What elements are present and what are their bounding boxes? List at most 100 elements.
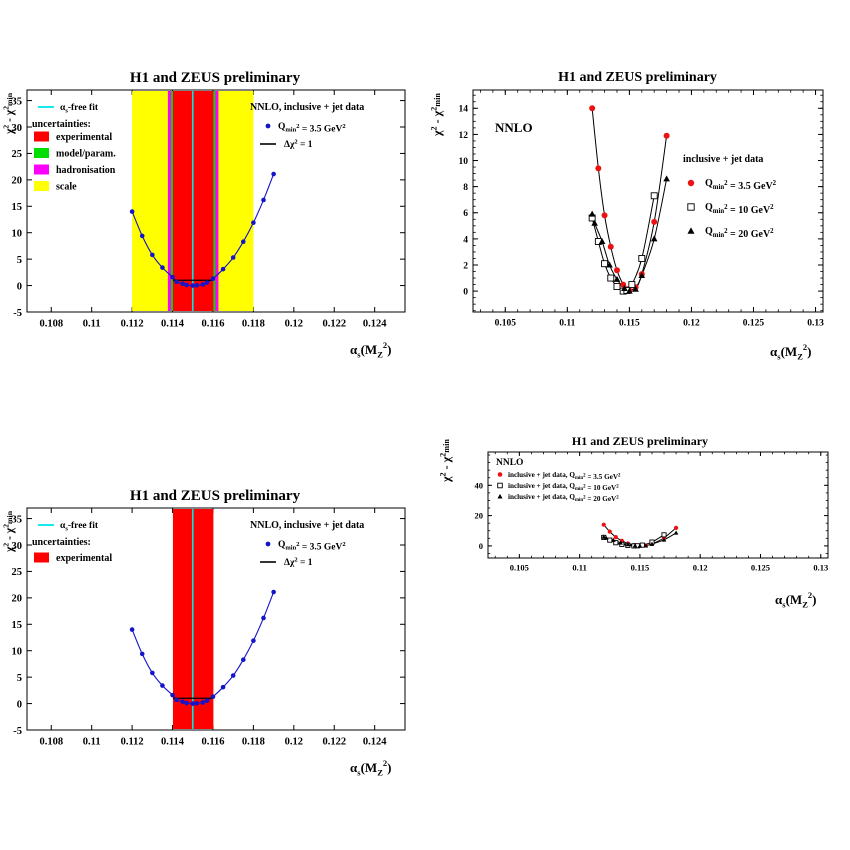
data-point-triangle — [673, 530, 679, 535]
legend-marker-triangle — [497, 493, 503, 499]
data-point-circle — [595, 165, 602, 172]
x-tick-label: 0.125 — [743, 319, 765, 329]
data-point-triangle — [687, 227, 695, 234]
data-point-triangle — [601, 534, 607, 539]
panel-title-bottom-right: H1 and ZEUS preliminary — [571, 434, 709, 448]
data-point-circle — [497, 472, 503, 477]
data-point-circle — [651, 218, 658, 225]
y-tick-label: 14 — [459, 105, 469, 115]
data-point-triangle — [661, 537, 667, 542]
data-point-circle — [230, 673, 236, 678]
data-point-square — [497, 482, 503, 489]
x-tick-label: 0.116 — [201, 737, 224, 748]
data-point-circle — [190, 701, 196, 706]
uncertainty-bands — [172, 509, 214, 729]
data-point-circle — [190, 283, 196, 288]
x-tick-label: 0.124 — [363, 319, 387, 330]
legend-label-2: Qmin2 = 20 GeV2 — [705, 226, 774, 240]
uncertainty-bands — [132, 91, 254, 311]
x-tick-label: 0.115 — [631, 563, 650, 573]
plot-frame — [472, 89, 824, 313]
plot-bottom-left: 0.108 0.11 0.112 0.114 0.116 0.118 0.12 0.122 0.… — [2, 507, 406, 778]
data-point-triangle — [591, 219, 598, 226]
data-point-triangle — [613, 275, 621, 282]
data-point-circle — [210, 694, 216, 699]
plot-frame — [26, 507, 406, 731]
nnlo-inclusive-jet-heading: NNLO, inclusive + jet data — [250, 520, 364, 531]
plot-frame — [487, 451, 829, 559]
x-tick-label: 0.112 — [121, 319, 144, 330]
data-points-series-1 — [588, 192, 658, 295]
x-tick-label: 0.122 — [322, 319, 346, 330]
data-point-circle — [687, 179, 695, 187]
legend-marker-triangle — [687, 227, 695, 234]
data-point-circle — [180, 699, 185, 705]
legend-label-0: experimental — [56, 553, 112, 564]
data-point-circle — [160, 265, 165, 270]
data-point-circle — [129, 209, 135, 214]
data-point-circle — [204, 280, 210, 285]
legend-marker-circle — [497, 472, 503, 477]
alpha-s-free-fit-label: αs-free fit — [60, 103, 99, 115]
x-tick-label: 0.11 — [83, 319, 101, 330]
x-tick-label: 0.116 — [201, 319, 224, 330]
data-point-triangle — [621, 285, 628, 292]
data-point-circle — [210, 276, 216, 281]
x-tick-label: 0.115 — [619, 319, 640, 329]
y-tick-label: 0 — [17, 281, 22, 292]
data-point-circle — [180, 281, 185, 287]
legend-label-1: inclusive + jet data, Qmin2 = 10 GeV2 — [508, 482, 619, 492]
data-point-circle — [184, 700, 189, 706]
y-tick-label: 0 — [17, 699, 22, 710]
y-axis-label: χ2 - χ2min — [438, 439, 453, 483]
data-point-circle — [139, 233, 145, 239]
legend-delta-chi2-label: Δχ2 = 1 — [284, 138, 313, 150]
panel-title-top-left: H1 and ZEUS preliminary — [129, 70, 301, 86]
y-tick-label: 25 — [12, 567, 23, 578]
uncertainties-heading: uncertainties: — [32, 119, 91, 130]
data-point-square — [613, 540, 619, 546]
legend-label-3: scale — [56, 182, 77, 193]
x-tick-label: 0.105 — [510, 563, 529, 573]
data-point-circle — [251, 638, 256, 643]
legend-swatch-experimental — [34, 131, 49, 142]
panel-top-left: H1 and ZEUS preliminary 0.108 0.11 0.112 0.… — [0, 62, 430, 372]
legend-marker-circle — [265, 541, 271, 547]
y-axis-label: χ2 - χ2min — [2, 92, 16, 135]
y-tick-label: 8 — [463, 183, 468, 193]
data-point-circle — [613, 535, 618, 540]
data-point-triangle — [643, 543, 649, 548]
uncertainties-heading: uncertainties: — [32, 537, 91, 548]
y-tick-label: 35 — [12, 96, 23, 107]
legend-label-1: model/param. — [56, 149, 116, 160]
data-point-circle — [251, 220, 256, 225]
plot-bottom-right: 0.105 0.11 0.115 0.12 0.125 0.13 0 20 40 NNLO incl… — [438, 439, 829, 610]
x-tick-label: 0.12 — [683, 319, 700, 329]
legend-label-0: inclusive + jet data, Qmin2 = 3.5 GeV2 — [508, 471, 621, 481]
data-point-circle — [174, 697, 179, 703]
data-point-circle — [139, 651, 145, 657]
data-point-triangle — [603, 535, 609, 540]
data-point-circle — [601, 522, 606, 527]
data-point-circle — [204, 698, 210, 703]
y-tick-label: 4 — [463, 235, 468, 245]
y-tick-label: 0 — [479, 541, 483, 551]
data-point-square — [661, 532, 667, 538]
data-point-circle — [663, 132, 670, 139]
y-tick-label: 30 — [12, 123, 23, 134]
data-points — [129, 171, 276, 288]
y-tick-label: 30 — [12, 541, 23, 552]
legend-label-0: Qmin2 = 3.5 GeV2 — [705, 178, 777, 192]
y-tick-label: 20 — [12, 594, 23, 605]
x-tick-label: 0.108 — [39, 737, 63, 748]
x-tick-label: 0.122 — [322, 737, 346, 748]
y-tick-label: 6 — [463, 209, 468, 219]
legend-marker-circle — [687, 179, 695, 187]
x-tick-label: 0.124 — [363, 737, 387, 748]
data-point-circle — [607, 243, 614, 250]
data-point-circle — [240, 657, 246, 662]
x-tick-label: 0.118 — [242, 737, 265, 748]
y-tick-label: 10 — [459, 157, 469, 167]
plot-top-left: 0.108 0.11 0.112 0.114 0.116 0.118 0.12 0.122 0.… — [2, 89, 406, 360]
data-point-circle — [220, 684, 226, 690]
